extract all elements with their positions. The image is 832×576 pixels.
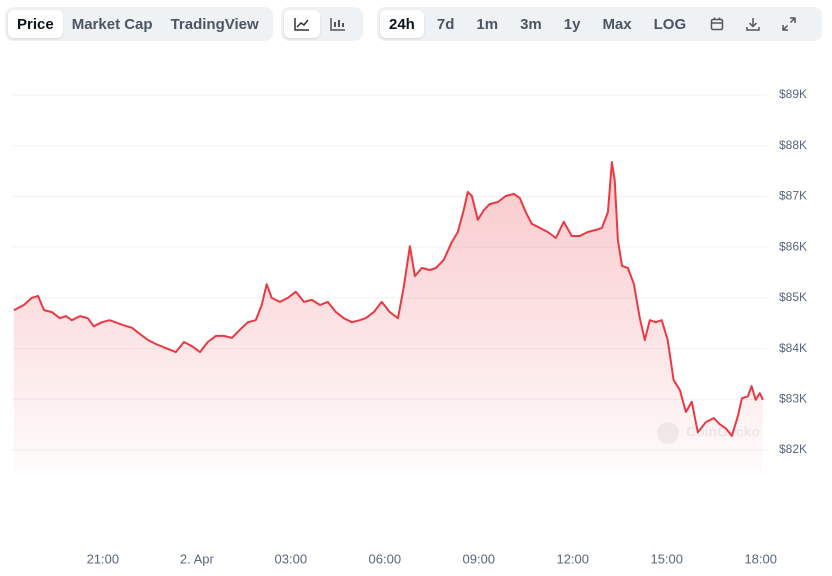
price-line (13, 161, 764, 437)
range[interactable]: 7d (436, 15, 455, 33)
x-tick-label: 09:00 (463, 551, 496, 566)
area (13, 162, 763, 471)
tab[interactable]: Market Cap (71, 15, 153, 33)
view-tabs: Price Market Cap TradingView (5, 7, 273, 41)
y-tick-label: $85K (779, 290, 807, 304)
tab[interactable]: TradingView (170, 15, 259, 33)
y-tick-label: $86K (779, 239, 807, 253)
y-tick-label: $87K (779, 189, 807, 203)
range[interactable]: 3m (520, 15, 542, 33)
y-tick-label: $88K (779, 138, 807, 152)
icon (746, 18, 760, 31)
range[interactable]: LOG (653, 15, 687, 33)
x-tick-label: 18:00 (744, 551, 777, 566)
x-tick-label: 2. Apr (180, 551, 215, 566)
icon (294, 18, 309, 31)
x-tick-label: 21:00 (87, 551, 120, 566)
x-tick-label: 03:00 (275, 551, 308, 566)
icon (330, 18, 345, 31)
line-icon[interactable] (284, 10, 320, 38)
y-tick-label: $83K (779, 391, 807, 405)
y-tick-label: $82K (779, 442, 807, 456)
range[interactable]: 1y (563, 15, 581, 33)
range[interactable]: 1m (476, 15, 499, 33)
chart-style (281, 7, 363, 41)
download-icon[interactable] (735, 10, 771, 38)
range-tabs: 24h 7d 1m 3m 1y Max LOG (377, 7, 822, 41)
y-tick-label: $84K (779, 341, 807, 355)
range[interactable]: 24h (380, 10, 424, 38)
y-tick-label: $89K (779, 87, 807, 101)
candle-icon[interactable] (320, 10, 356, 38)
range[interactable]: Max (602, 15, 632, 33)
icon (782, 17, 796, 31)
calendar-icon[interactable] (699, 10, 735, 38)
fullscreen-icon[interactable] (771, 10, 807, 38)
icon (710, 17, 724, 31)
tab[interactable]: Price (8, 10, 63, 38)
x-tick-label: 12:00 (556, 551, 589, 566)
x-tick-label: 06:00 (369, 551, 402, 566)
x-tick-label: 15:00 (650, 551, 683, 566)
